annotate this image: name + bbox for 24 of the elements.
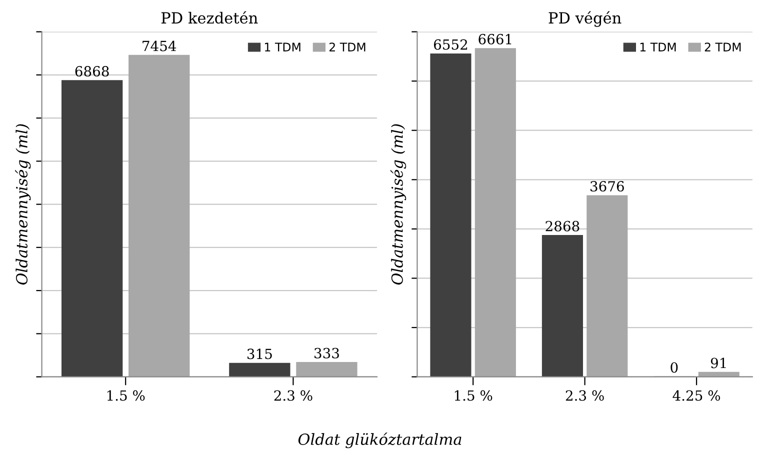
x-tick-label: 4.25 % (672, 390, 720, 401)
data-label: 7454 (142, 40, 176, 52)
text: Oldat glükóztartalma (298, 432, 462, 448)
data-label: 6552 (434, 39, 468, 50)
data-label: 2868 (546, 220, 580, 232)
data-label: 91 (710, 358, 726, 368)
x-tick-label: 1.5 % (454, 390, 492, 401)
data-label: 333 (314, 348, 339, 358)
y-axis-title: Oldatmennyiség (ml) (390, 124, 406, 285)
data-label: 0 (670, 362, 678, 373)
legend-label: 2 TDM (329, 42, 366, 52)
data-label: 315 (247, 348, 272, 360)
x-tick-label: 2.3 % (566, 390, 604, 401)
legend-label: 1 TDM (640, 42, 676, 52)
chart-title: PD kezdetén (161, 11, 258, 24)
data-label: 6868 (75, 66, 109, 77)
legend-label: 1 TDM (265, 42, 300, 52)
y-axis-title: Oldatmennyiség (ml) (15, 124, 31, 285)
data-label: 6661 (478, 34, 512, 44)
data-label: 3676 (590, 181, 624, 192)
chart-title: PD végén (548, 11, 622, 27)
x-tick-label: 2.3 % (274, 390, 312, 401)
x-tick-label: 1.5 % (107, 390, 145, 401)
legend-label: 2 TDM (704, 42, 741, 52)
